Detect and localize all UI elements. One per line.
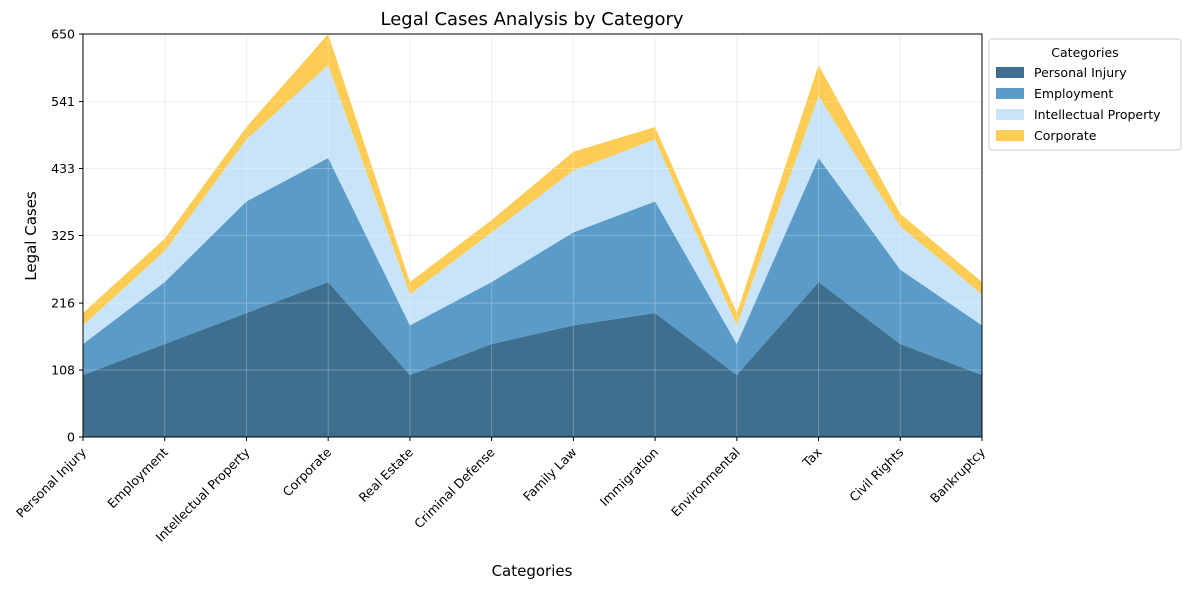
legend-swatch [996,130,1024,141]
area-layers [83,34,982,437]
y-tick-label: 216 [51,296,75,311]
x-tick-label: Real Estate [356,444,417,505]
legend-label: Employment [1034,86,1113,101]
legend-label: Intellectual Property [1034,107,1161,122]
y-tick-label: 433 [51,161,75,176]
legend-frame [988,38,1182,151]
y-axis-ticks: 0 108 216 325 433 541 650 [51,27,83,445]
area-series-personal-injury [83,282,982,437]
legend-label: Personal Injury [1034,65,1127,80]
legend: Categories Personal Injury Employment Inte… [988,38,1182,151]
legend-swatch [996,109,1024,120]
y-tick-label: 0 [67,430,75,445]
y-tick-label: 108 [51,363,75,378]
legend-title: Categories [1051,45,1118,60]
x-tick-label: Criminal Defense [411,444,498,531]
x-tick-label: Tax [799,445,825,471]
x-tick-label: Bankruptcy [927,444,989,506]
legend-swatch [996,67,1024,78]
legend-swatch [996,88,1024,99]
area-series-intellectual-property [83,65,982,344]
x-tick-label: Employment [104,444,171,511]
y-tick-label: 325 [51,228,75,243]
area-series-corporate [83,34,982,326]
x-tick-label: Family Law [520,445,579,504]
y-tick-label: 541 [51,94,75,109]
x-tick-label: Intellectual Property [152,444,253,545]
y-axis-label: Legal Cases [22,191,40,281]
chart-title: Legal Cases Analysis by Category [380,9,683,30]
x-tick-label: Civil Rights [846,445,906,505]
area-series-employment [83,158,982,375]
x-tick-label: Personal Injury [13,444,90,521]
y-tick-label: 650 [51,27,75,42]
x-tick-label: Environmental [668,445,743,520]
x-tick-label: Immigration [597,445,661,509]
x-axis-label: Categories [492,562,573,580]
legend-label: Corporate [1034,128,1097,143]
x-tick-label: Corporate [280,444,335,499]
